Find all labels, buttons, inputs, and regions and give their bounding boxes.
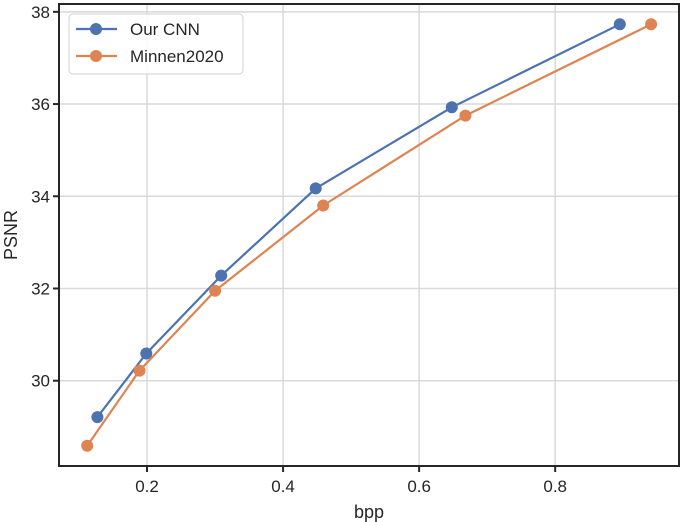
x-tick-label: 0.8 (543, 477, 567, 496)
y-axis-label: PSNR (1, 210, 21, 260)
legend-label: Our CNN (130, 20, 200, 39)
legend-item-minnen2020: Minnen2020 (76, 47, 224, 66)
plot-area-frame (58, 3, 680, 467)
x-tick-label: 0.6 (407, 477, 431, 496)
y-tick-label: 36 (31, 95, 50, 114)
y-tick-label: 30 (31, 372, 50, 391)
axis-ticks: 0.2 0.4 0.6 0.8 30 32 34 36 38 (31, 3, 567, 496)
legend-marker-icon (90, 50, 102, 62)
legend-label: Minnen2020 (130, 47, 224, 66)
data-point-marker (91, 411, 104, 424)
y-tick-label: 38 (31, 3, 50, 22)
data-point-marker (459, 109, 472, 122)
legend-item-our-cnn: Our CNN (76, 20, 200, 39)
legend: Our CNN Minnen2020 (68, 13, 244, 75)
data-point-marker (215, 269, 228, 282)
data-point-marker (133, 364, 146, 377)
x-axis-label: bpp (354, 502, 384, 522)
x-tick-label: 0.2 (135, 477, 159, 496)
data-point-marker (317, 199, 330, 212)
data-series (81, 18, 658, 452)
data-point-marker (140, 347, 153, 360)
series-line (86, 23, 652, 447)
data-point-marker (209, 284, 222, 297)
series-line (96, 23, 621, 418)
y-tick-label: 32 (31, 279, 50, 298)
data-point-marker (445, 101, 458, 114)
series-our-cnn (91, 18, 626, 424)
grid-lines (59, 4, 679, 466)
y-tick-label: 34 (31, 187, 50, 206)
data-point-marker (309, 182, 322, 195)
legend-marker-icon (90, 23, 102, 35)
data-point-marker (645, 18, 658, 31)
data-point-marker (613, 18, 626, 31)
x-tick-label: 0.4 (271, 477, 295, 496)
series-minnen2020 (81, 18, 658, 452)
data-point-marker (81, 439, 94, 452)
